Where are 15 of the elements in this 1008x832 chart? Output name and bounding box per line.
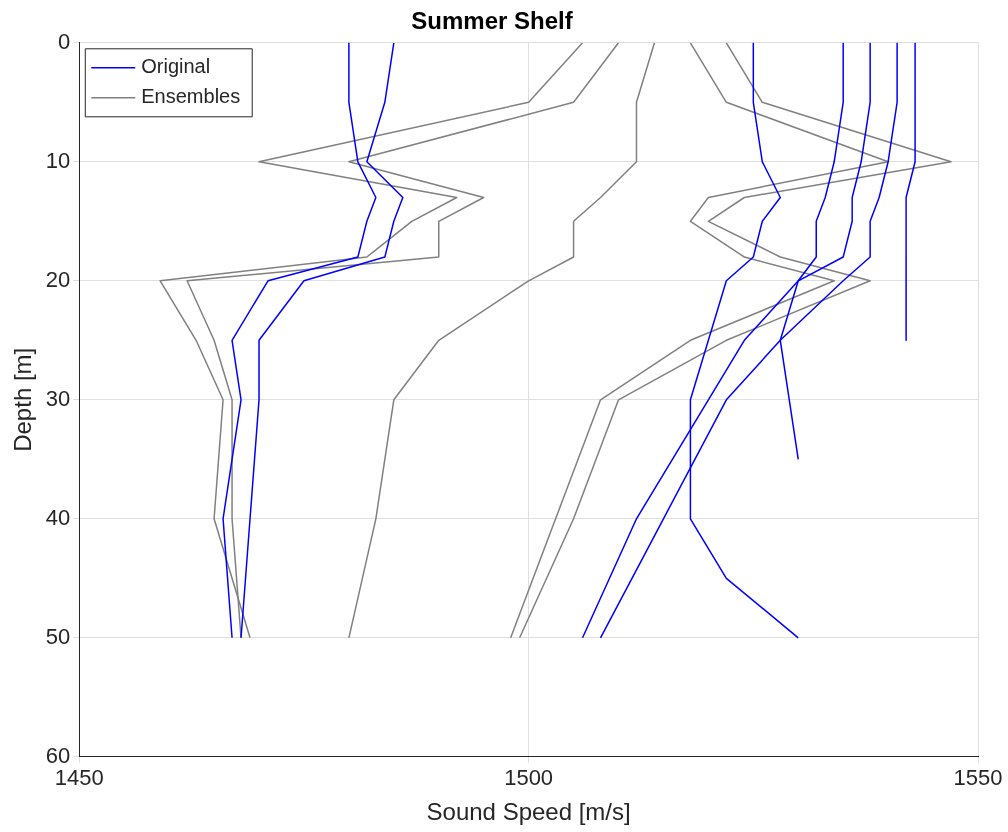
x-tick-label: 1550 [953,765,1003,791]
x-tick-label: 1450 [54,765,104,791]
y-tick-label: 60 [45,742,71,768]
y-tick-label: 20 [45,266,71,292]
chart-title: Summer Shelf [411,7,574,35]
x-tick-label: 1500 [504,765,554,791]
legend-label: Ensembles [141,85,241,108]
y-tick-label: 0 [58,28,71,54]
y-tick-label: 50 [45,623,71,649]
y-tick-label: 30 [45,385,71,411]
y-tick-label: 10 [45,147,71,173]
y-axis-title: Depth [m] [9,347,37,452]
x-axis-title: Sound Speed [m/s] [426,798,631,826]
legend-label: Original [141,55,211,78]
y-tick-label: 40 [45,504,71,530]
